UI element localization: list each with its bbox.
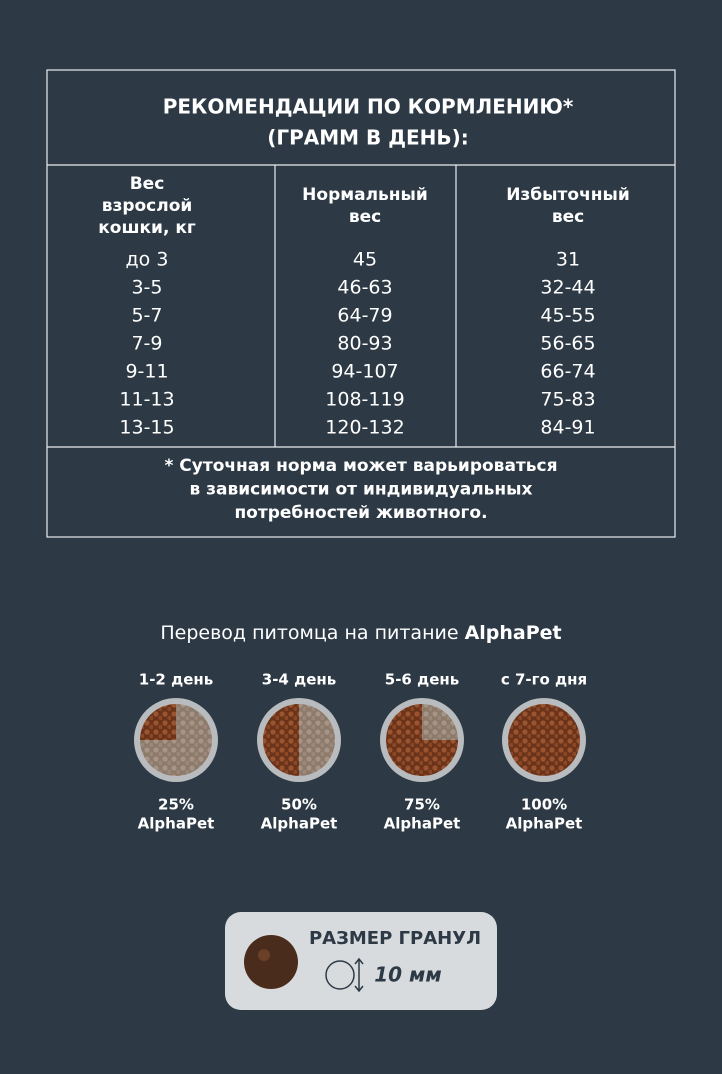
size-icon	[325, 960, 355, 990]
step-brand: AlphaPet	[506, 815, 583, 833]
column-header: кошки, кг	[98, 218, 196, 238]
granule	[244, 935, 298, 989]
step-label: 1-2 день	[139, 671, 213, 689]
table-cell: 5-7	[131, 305, 162, 327]
table-cell: 46-63	[337, 277, 392, 299]
size-arrow	[354, 957, 364, 993]
column-header: Вес	[130, 174, 165, 194]
transition-title-text: Перевод питомца на питание	[160, 622, 458, 644]
table-cell: 75-83	[540, 389, 595, 411]
table-cell: 120-132	[325, 417, 404, 439]
bowls	[134, 698, 586, 782]
table-cell: 9-11	[125, 361, 168, 383]
table-cell: 94-107	[331, 361, 398, 383]
table-cell: 45	[353, 249, 377, 271]
table-cell: до 3	[126, 249, 169, 271]
column-header: Избыточный	[506, 185, 630, 205]
table-cell: 45-55	[540, 305, 595, 327]
table-cell: 66-74	[540, 361, 595, 383]
step-percent: 100%	[521, 796, 567, 814]
table-cell: 108-119	[325, 389, 404, 411]
table-title: (ГРАММ В ДЕНЬ):	[267, 126, 469, 150]
table-cell: 11-13	[119, 389, 174, 411]
table-title: РЕКОМЕНДАЦИИ ПО КОРМЛЕНИЮ*	[163, 95, 574, 119]
column-header: Нормальный	[302, 185, 428, 205]
bowl-wedge	[263, 704, 299, 776]
footnote: в зависимости от индивидуальных	[189, 480, 532, 500]
granule-size: 10 мм	[374, 963, 442, 987]
table-cell: 56-65	[540, 333, 595, 355]
step-label: 3-4 день	[262, 671, 336, 689]
table-cell: 13-15	[119, 417, 174, 439]
granule-title: РАЗМЕР ГРАНУЛ	[309, 928, 481, 949]
table-cell: 84-91	[540, 417, 595, 439]
column-header: взрослой	[102, 196, 193, 216]
footnote: * Суточная норма может варьироваться	[164, 456, 557, 476]
brand: AlphaPet	[465, 622, 562, 644]
table-cell: 3-5	[131, 277, 162, 299]
step-brand: AlphaPet	[138, 815, 215, 833]
granule-texture	[258, 949, 270, 961]
bowl-wedge	[140, 704, 176, 740]
step-percent: 75%	[404, 796, 440, 814]
transition-title: Перевод питомца на питание AlphaPet	[160, 622, 561, 644]
column-header: вес	[349, 207, 381, 227]
column-header: вес	[552, 207, 584, 227]
bowl-food	[508, 704, 580, 776]
footnote: потребностей животного.	[234, 503, 487, 523]
step-percent: 50%	[281, 796, 317, 814]
table-cell: 32-44	[540, 277, 595, 299]
bowl-wedge	[386, 704, 458, 776]
table-cell: 80-93	[337, 333, 392, 355]
step-label: с 7-го дня	[501, 671, 587, 689]
step-brand: AlphaPet	[384, 815, 461, 833]
table-cell: 31	[556, 249, 580, 271]
table-frame	[46, 69, 676, 538]
step-percent: 25%	[158, 796, 194, 814]
step-brand: AlphaPet	[261, 815, 338, 833]
table-cell: 7-9	[131, 333, 162, 355]
table-border	[46, 69, 676, 538]
table-cell: 64-79	[337, 305, 392, 327]
step-label: 5-6 день	[385, 671, 459, 689]
